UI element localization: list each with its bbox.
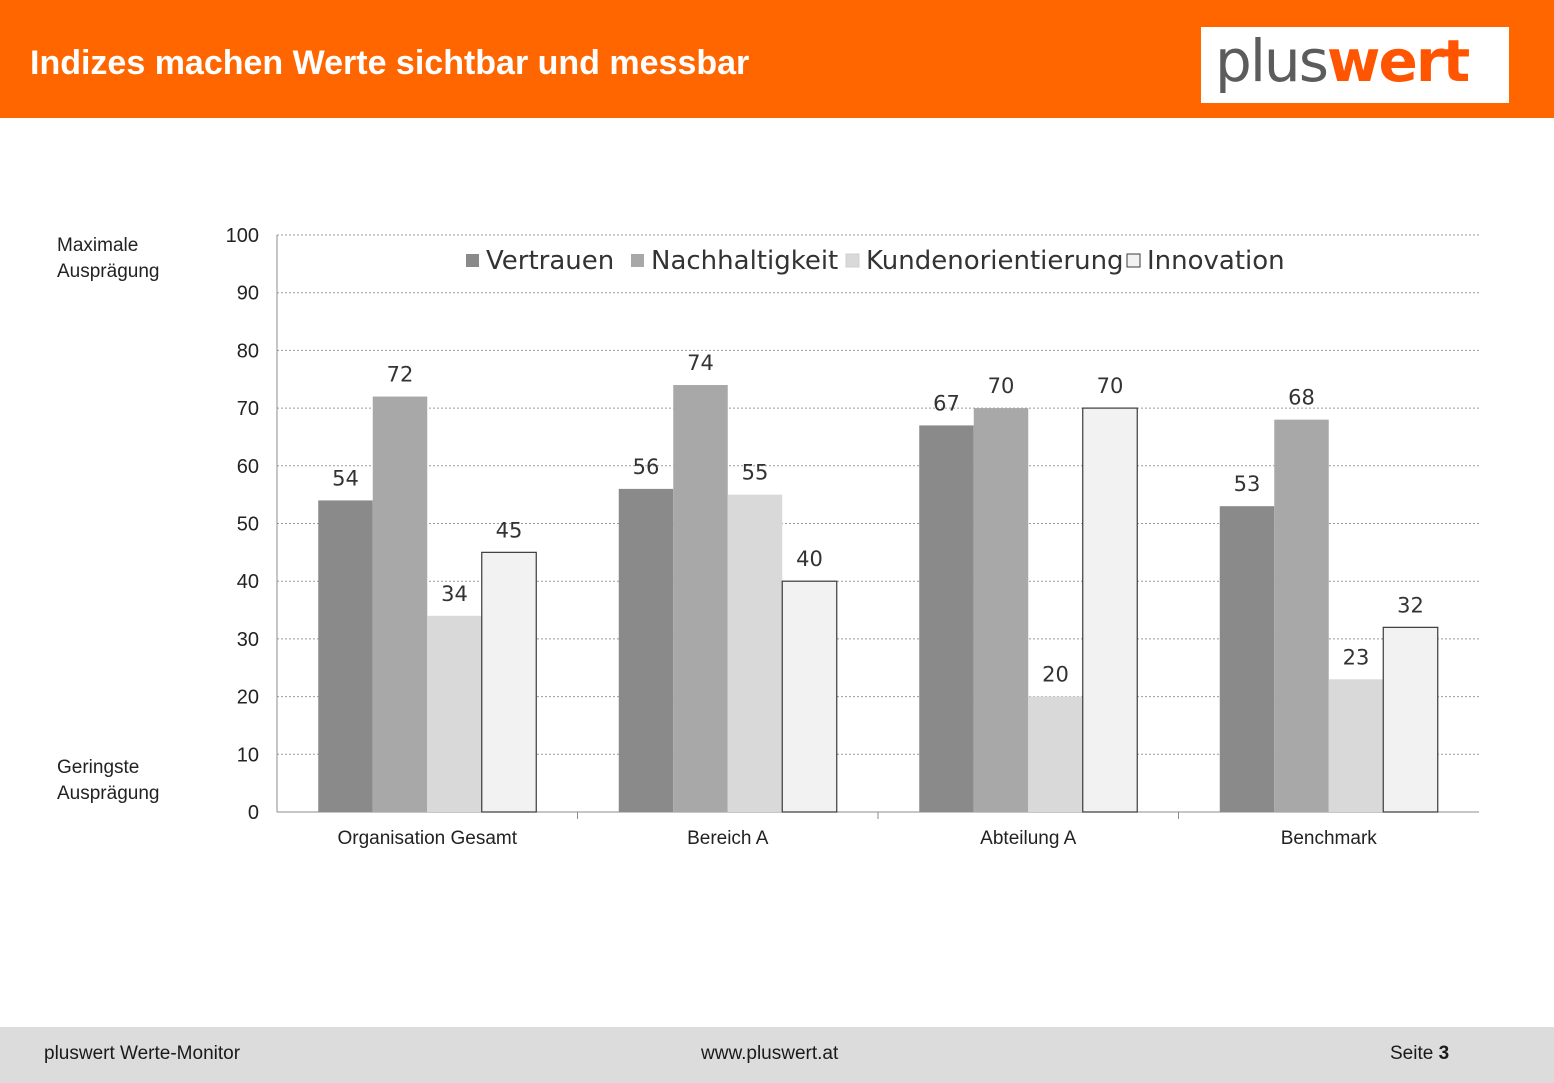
x-tick-label: Abteilung A (980, 828, 1076, 849)
bar (427, 615, 482, 812)
data-label: 23 (1343, 645, 1370, 669)
page-title: Indizes machen Werte sichtbar und messba… (30, 44, 750, 82)
data-label: 54 (332, 466, 359, 490)
data-label: 70 (988, 374, 1015, 398)
data-label: 40 (796, 547, 823, 571)
min-label-line2: Ausprägung (57, 783, 160, 804)
footer-page-number: Seite 3 (1390, 1043, 1449, 1065)
pluswert-logo: pluswert (1201, 27, 1509, 103)
data-label: 68 (1288, 386, 1315, 410)
legend-swatch (1126, 253, 1141, 268)
bar (1028, 696, 1083, 812)
y-tick-label: 80 (237, 340, 259, 362)
legend-entry: Nachhaltigkeit (651, 246, 838, 276)
bar (318, 500, 373, 812)
data-label: 72 (387, 363, 414, 387)
footer-product-name: pluswert Werte-Monitor (44, 1043, 241, 1064)
bar (781, 580, 838, 813)
min-label-line1: Geringste (57, 757, 140, 778)
x-tick-label: Bereich A (687, 828, 769, 849)
bar-chart: 0 10 20 30 40 50 60 70 80 90 100 54 72 34 45 Organisati… (226, 225, 1479, 849)
data-label: 53 (1234, 472, 1261, 496)
bar (727, 494, 783, 812)
x-tick-label: Organisation Gesamt (337, 828, 517, 849)
footer-bar: pluswert Werte-Monitor www.pluswert.at S… (0, 1027, 1554, 1083)
header-bar: Indizes machen Werte sichtbar und messba… (0, 0, 1554, 118)
data-label: 67 (933, 391, 960, 415)
y-tick-label: 10 (237, 744, 259, 766)
bar (673, 385, 728, 812)
y-tick-label: 20 (237, 687, 259, 709)
logo-part-wert: wert (1326, 27, 1470, 95)
bar (372, 396, 428, 812)
footer-page-value: 3 (1438, 1043, 1450, 1064)
bar (1219, 506, 1275, 812)
bar (1082, 407, 1138, 813)
data-label: 70 (1097, 374, 1124, 398)
y-tick-label: 70 (237, 398, 259, 420)
y-tick-label: 90 (237, 283, 259, 305)
footer-website-link[interactable]: www.pluswert.at (701, 1043, 839, 1064)
legend-entry: Kundenorientierung (866, 246, 1124, 276)
y-tick-label: 60 (237, 456, 259, 478)
data-label: 74 (687, 351, 714, 375)
max-label-line2: Ausprägung (57, 261, 160, 282)
logo-wordmark: pluswert (1215, 31, 1470, 91)
y-tick-label: 100 (226, 225, 259, 247)
data-label: 55 (742, 461, 769, 485)
data-label: 34 (441, 582, 468, 606)
logo-part-plus: plus (1215, 27, 1329, 95)
max-label-line1: Maximale (57, 235, 139, 256)
data-label: 32 (1397, 593, 1424, 617)
legend-swatch (631, 254, 644, 267)
legend-entry: Vertrauen (486, 246, 614, 276)
legend-swatch (466, 254, 479, 267)
bar (973, 408, 1029, 812)
bar (618, 488, 674, 812)
y-tick-label: 50 (237, 514, 259, 536)
x-tick-label: Benchmark (1281, 828, 1378, 849)
y-tick-label: 30 (237, 629, 259, 651)
y-tick-label: 40 (237, 571, 259, 593)
bar (1382, 626, 1439, 813)
legend-entry: Innovation (1147, 246, 1285, 276)
bar (1274, 419, 1329, 812)
data-label: 56 (633, 455, 660, 479)
data-label: 45 (496, 518, 523, 542)
data-label: 20 (1042, 663, 1069, 687)
bar (1328, 679, 1384, 812)
bar (919, 425, 974, 812)
y-tick-label: 0 (248, 802, 259, 824)
footer-page-label: Seite (1390, 1043, 1434, 1064)
bar (481, 551, 537, 813)
legend-swatch (845, 253, 860, 268)
